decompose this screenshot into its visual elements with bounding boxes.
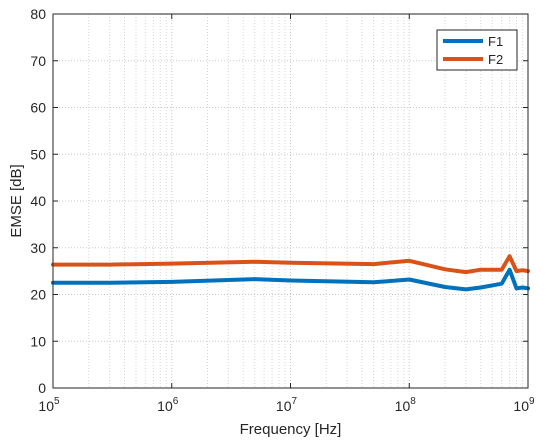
- y-tick-label: 70: [30, 53, 46, 69]
- y-tick-label: 40: [30, 193, 46, 209]
- y-tick-labels: 0 10 20 30 40 50 60 70 80: [30, 6, 46, 396]
- x-tick-label: 105: [38, 396, 60, 414]
- x-tick-label: 108: [395, 396, 417, 414]
- y-tick-label: 20: [30, 287, 46, 303]
- series-line-f1: [51, 267, 530, 292]
- series-line-f2: [51, 254, 530, 275]
- y-tick-label: 50: [30, 146, 46, 162]
- x-tick-label: 109: [513, 396, 535, 414]
- y-tick-label: 30: [30, 240, 46, 256]
- legend-box: [436, 29, 518, 71]
- legend-label-f1: F1: [488, 34, 503, 49]
- y-axis-label: EMSE [dB]: [8, 164, 25, 237]
- series-layer: [51, 254, 530, 292]
- x-tick-labels: 105 106 107 108 109: [38, 396, 535, 414]
- x-axis-label: Frequency [Hz]: [240, 421, 342, 438]
- y-tick-label: 60: [30, 100, 46, 116]
- x-tick-label: 107: [276, 396, 298, 414]
- y-tick-label: 80: [30, 6, 46, 22]
- legend-label-f2: F2: [488, 52, 503, 67]
- grid: [53, 14, 528, 388]
- tick-marks: [52, 13, 529, 389]
- x-tick-label: 106: [157, 396, 179, 414]
- y-tick-label: 0: [38, 380, 46, 396]
- y-tick-label: 10: [30, 333, 46, 349]
